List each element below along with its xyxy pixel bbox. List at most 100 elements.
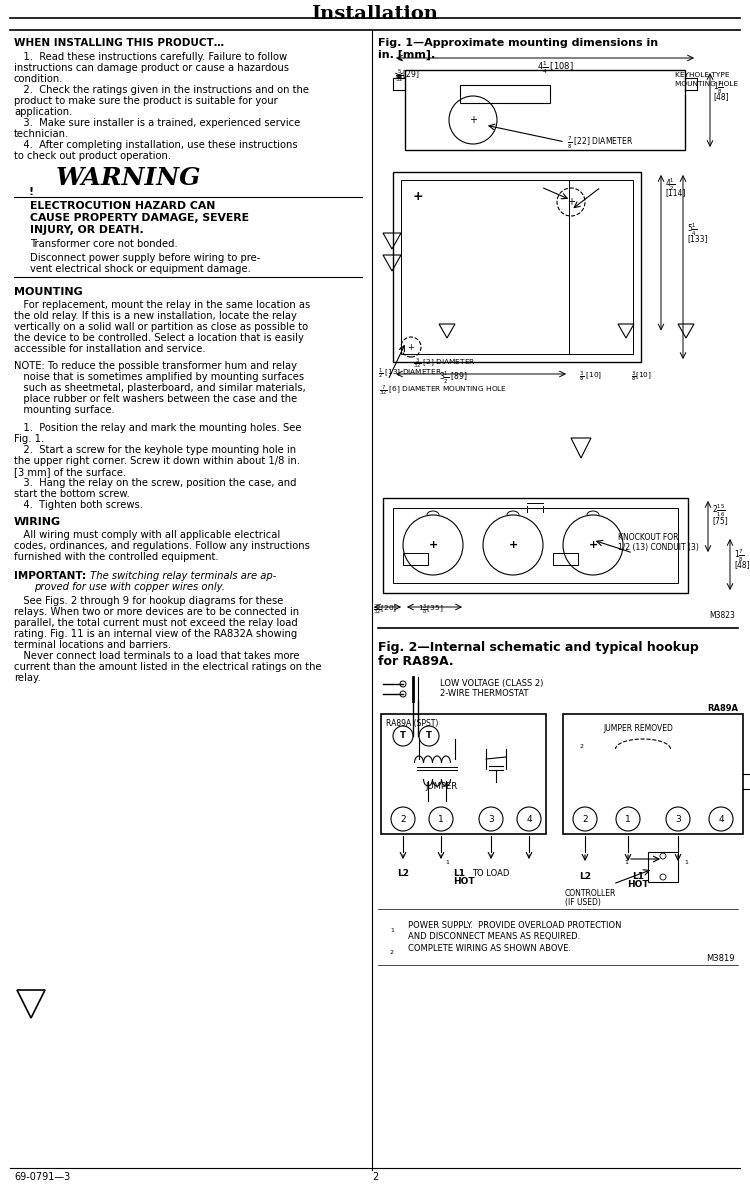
Text: terminal locations and barriers.: terminal locations and barriers. — [14, 640, 171, 650]
Text: L1: L1 — [453, 869, 465, 878]
Text: NOTE: To reduce the possible transformer hum and relay: NOTE: To reduce the possible transformer… — [14, 361, 297, 371]
Circle shape — [709, 807, 733, 831]
Text: $\frac{3}{32}$ [2] DIAMETER: $\frac{3}{32}$ [2] DIAMETER — [413, 357, 476, 371]
Text: 1.  Position the relay and mark the mounting holes. See: 1. Position the relay and mark the mount… — [14, 422, 302, 433]
Text: such as sheetmetal, plasterboard, and similar materials,: such as sheetmetal, plasterboard, and si… — [14, 383, 306, 393]
Text: 1$\frac{7}{8}$: 1$\frac{7}{8}$ — [713, 80, 723, 96]
Text: Disconnect power supply before wiring to pre-: Disconnect power supply before wiring to… — [30, 253, 260, 263]
Text: 1: 1 — [390, 928, 394, 933]
Text: 2: 2 — [372, 1172, 378, 1182]
Text: +: + — [588, 540, 598, 550]
Circle shape — [429, 807, 453, 831]
Text: 4$\frac{1}{4}$ [108]: 4$\frac{1}{4}$ [108] — [537, 60, 573, 76]
Text: L2: L2 — [579, 872, 591, 881]
Text: 1: 1 — [624, 859, 628, 864]
Circle shape — [616, 807, 640, 831]
Circle shape — [666, 807, 690, 831]
Text: Never connect load terminals to a load that takes more: Never connect load terminals to a load t… — [14, 651, 299, 660]
Text: relay.: relay. — [14, 674, 40, 683]
Text: WHEN INSTALLING THIS PRODUCT…: WHEN INSTALLING THIS PRODUCT… — [14, 38, 224, 48]
Text: vent electrical shock or equipment damage.: vent electrical shock or equipment damag… — [30, 264, 251, 274]
Circle shape — [517, 807, 541, 831]
Text: 2: 2 — [582, 814, 588, 823]
Text: JUMPER REMOVED: JUMPER REMOVED — [603, 724, 673, 733]
Text: AND DISCONNECT MEANS AS REQUIRED.: AND DISCONNECT MEANS AS REQUIRED. — [408, 932, 580, 941]
Text: $\frac{3}{8}$[10]: $\frac{3}{8}$[10] — [631, 370, 652, 384]
Bar — [393, 508, 678, 583]
Text: 1$\frac{7}{8}$: 1$\frac{7}{8}$ — [734, 549, 744, 564]
Text: [3 mm] of the surface.: [3 mm] of the surface. — [14, 466, 126, 477]
Text: the upper right corner. Screw it down within about 1/8 in.: the upper right corner. Screw it down wi… — [14, 456, 300, 466]
Text: 1/2 (13) CONDUIT (3): 1/2 (13) CONDUIT (3) — [618, 543, 699, 552]
Text: technician.: technician. — [14, 129, 69, 139]
Text: Fig. 1—Approximate mounting dimensions in: Fig. 1—Approximate mounting dimensions i… — [378, 38, 658, 48]
Bar — [648, 852, 678, 882]
Text: LOW VOLTAGE (CLASS 2): LOW VOLTAGE (CLASS 2) — [440, 679, 543, 688]
Text: relays. When two or more devices are to be connected in: relays. When two or more devices are to … — [14, 607, 299, 616]
Text: +: + — [509, 540, 518, 550]
Text: 3: 3 — [488, 814, 494, 823]
Text: $\frac{3}{8}$ [10]: $\frac{3}{8}$ [10] — [579, 370, 602, 384]
Text: in. [mm].: in. [mm]. — [378, 50, 435, 61]
Text: The switching relay terminals are ap-: The switching relay terminals are ap- — [87, 571, 276, 581]
Circle shape — [391, 807, 415, 831]
Text: WARNING: WARNING — [56, 165, 202, 190]
Text: the old relay. If this is a new installation, locate the relay: the old relay. If this is a new installa… — [14, 311, 297, 321]
Text: ELECTROCUTION HAZARD CAN: ELECTROCUTION HAZARD CAN — [30, 201, 215, 211]
Text: [114]: [114] — [665, 188, 686, 198]
Bar — [563, 714, 743, 834]
Bar — [553, 553, 578, 565]
Text: 1: 1 — [438, 814, 444, 823]
Text: furnished with the controlled equipment.: furnished with the controlled equipment. — [14, 552, 219, 562]
Text: 1: 1 — [626, 814, 631, 823]
Text: place rubber or felt washers between the case and the: place rubber or felt washers between the… — [14, 394, 297, 403]
Bar — [460, 84, 550, 104]
Text: 2: 2 — [579, 744, 583, 749]
Text: [133]: [133] — [687, 234, 707, 243]
Text: 2: 2 — [390, 951, 394, 956]
Bar — [393, 173, 641, 362]
Text: 2: 2 — [400, 814, 406, 823]
Text: Fig. 1.: Fig. 1. — [14, 434, 44, 444]
Text: instructions can damage product or cause a hazardous: instructions can damage product or cause… — [14, 63, 289, 73]
Text: 4: 4 — [718, 814, 724, 823]
Text: WIRING: WIRING — [14, 516, 62, 527]
Text: For replacement, mount the relay in the same location as: For replacement, mount the relay in the … — [14, 300, 310, 311]
Text: MOUNTING HOLE: MOUNTING HOLE — [675, 81, 738, 87]
Text: codes, ordinances, and regulations. Follow any instructions: codes, ordinances, and regulations. Foll… — [14, 541, 310, 551]
Circle shape — [419, 726, 439, 746]
Text: 5$\frac{1}{4}$: 5$\frac{1}{4}$ — [687, 223, 698, 238]
Text: $\frac{7}{32}$ [6] DIAMETER MOUNTING HOLE: $\frac{7}{32}$ [6] DIAMETER MOUNTING HOL… — [379, 384, 507, 399]
Circle shape — [573, 807, 597, 831]
Text: CAUSE PROPERTY DAMAGE, SEVERE: CAUSE PROPERTY DAMAGE, SEVERE — [30, 213, 249, 223]
Text: the device to be controlled. Select a location that is easily: the device to be controlled. Select a lo… — [14, 333, 304, 343]
Text: condition.: condition. — [14, 74, 64, 84]
Text: M3823: M3823 — [710, 610, 735, 620]
Text: COMPLETE WIRING AS SHOWN ABOVE.: COMPLETE WIRING AS SHOWN ABOVE. — [408, 944, 571, 953]
Text: to check out product operation.: to check out product operation. — [14, 151, 171, 161]
Bar — [383, 497, 688, 593]
Text: M3819: M3819 — [706, 954, 735, 963]
Text: T: T — [426, 732, 432, 740]
Text: +: + — [428, 540, 438, 550]
Text: 3$\frac{1}{2}$ [89]: 3$\frac{1}{2}$ [89] — [439, 370, 467, 387]
Text: [48]: [48] — [713, 92, 728, 101]
Text: $\frac{5}{32}$[29]: $\frac{5}{32}$[29] — [395, 68, 420, 84]
Text: current than the amount listed in the electrical ratings on the: current than the amount listed in the el… — [14, 662, 322, 672]
Text: [75]: [75] — [712, 516, 728, 525]
Bar — [403, 553, 428, 565]
Text: start the bottom screw.: start the bottom screw. — [14, 489, 130, 499]
Text: 2-WIRE THERMOSTAT: 2-WIRE THERMOSTAT — [440, 689, 529, 699]
Text: INJURY, OR DEATH.: INJURY, OR DEATH. — [30, 225, 144, 234]
Text: All wiring must comply with all applicable electrical: All wiring must comply with all applicab… — [14, 530, 280, 540]
Text: mounting surface.: mounting surface. — [14, 405, 115, 415]
Circle shape — [393, 726, 413, 746]
Text: 3: 3 — [675, 814, 681, 823]
Text: 4$\frac{1}{2}$: 4$\frac{1}{2}$ — [665, 177, 675, 193]
Text: $\frac{7}{8}$ [22] DIAMETER: $\frac{7}{8}$ [22] DIAMETER — [567, 134, 633, 151]
Text: TO LOAD: TO LOAD — [472, 869, 510, 878]
Text: Transformer core not bonded.: Transformer core not bonded. — [30, 239, 178, 249]
Text: proved for use with copper wires only.: proved for use with copper wires only. — [34, 582, 225, 591]
Text: RA89A: RA89A — [707, 704, 738, 713]
Text: +: + — [567, 198, 575, 207]
